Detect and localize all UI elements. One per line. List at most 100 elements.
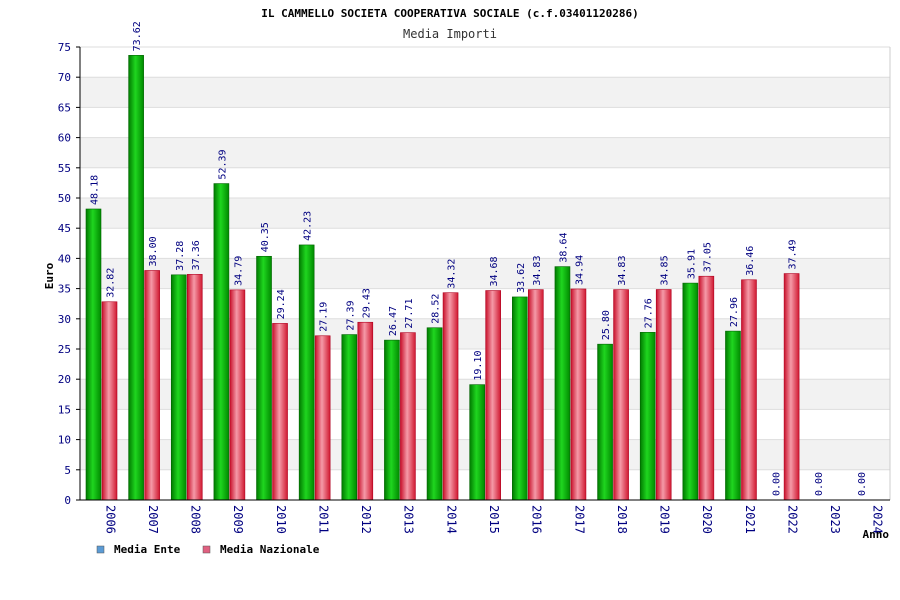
bar-media-ente-2012 — [341, 334, 358, 501]
y-tick-label: 20 — [58, 373, 71, 386]
value-label: 34.94 — [574, 255, 585, 285]
bar-media-ente-2014 — [426, 327, 443, 501]
bar-media-ente-2006 — [85, 208, 102, 501]
value-label: 34.83 — [617, 256, 628, 286]
x-axis-label: Anno — [863, 528, 890, 541]
value-label: 27.76 — [644, 298, 655, 328]
value-label: 73.62 — [132, 21, 143, 51]
bar-media-nazionale-2013 — [400, 332, 416, 501]
legend-swatch-media-nazionale — [202, 545, 211, 554]
value-label: 0.00 — [857, 472, 868, 496]
bar-media-ente-2015 — [469, 384, 485, 501]
value-label: 32.82 — [106, 268, 117, 298]
bar-media-ente-2017 — [554, 266, 571, 501]
value-label: 27.71 — [404, 299, 415, 329]
bar-media-ente-2010 — [256, 255, 272, 501]
legend: Media Ente Media Nazionale — [96, 543, 320, 556]
bar-media-ente-2020 — [682, 282, 699, 501]
bar-media-ente-2007 — [128, 55, 144, 501]
x-tick-label: 2015 — [487, 505, 501, 534]
bar-media-nazionale-2018 — [613, 289, 629, 501]
value-label: 27.39 — [345, 300, 356, 330]
x-tick-label: 2011 — [316, 505, 330, 534]
bar-media-nazionale-2012 — [357, 321, 374, 501]
value-label: 34.79 — [233, 256, 244, 286]
y-tick-label: 50 — [58, 192, 71, 205]
value-label: 52.39 — [217, 149, 228, 179]
value-label: 28.52 — [431, 294, 442, 324]
x-tick-label: 2010 — [274, 505, 288, 534]
y-tick-label: 10 — [58, 434, 71, 447]
bar-media-ente-2013 — [384, 339, 400, 501]
x-tick-label: 2013 — [402, 505, 416, 534]
x-tick-label: 2014 — [444, 505, 458, 534]
bars — [85, 55, 800, 501]
value-label: 26.47 — [388, 306, 399, 336]
value-label: 27.96 — [729, 297, 740, 327]
value-label: 38.64 — [558, 233, 569, 263]
legend-label-media-nazionale: Media Nazionale — [220, 543, 320, 556]
x-tick-label: 2008 — [189, 505, 203, 534]
value-label: 40.35 — [260, 222, 271, 252]
value-label: 19.10 — [473, 351, 484, 381]
legend-label-media-ente: Media Ente — [114, 543, 181, 556]
bar-media-nazionale-2020 — [698, 275, 715, 501]
y-tick-label: 35 — [58, 283, 71, 296]
value-label: 27.19 — [319, 302, 330, 332]
x-tick-label: 2018 — [615, 505, 629, 534]
value-label: 29.43 — [361, 288, 372, 318]
legend-swatch-media-ente — [96, 545, 105, 554]
x-tick-label: 2022 — [785, 505, 799, 534]
y-axis-label: Euro — [43, 262, 56, 289]
value-label: 48.18 — [90, 175, 101, 205]
bar-media-ente-2011 — [298, 244, 315, 501]
y-axis: 0 5 10 15 20 25 30 35 40 45 50 55 60 65 70 75 — [58, 41, 891, 507]
bar-media-ente-2008 — [170, 274, 187, 501]
bar-media-nazionale-2019 — [655, 289, 672, 501]
value-label: 36.46 — [745, 246, 756, 276]
bar-media-ente-2018 — [597, 343, 613, 501]
bar-media-nazionale-2009 — [229, 289, 246, 501]
x-tick-label: 2006 — [103, 505, 117, 534]
bar-media-nazionale-2007 — [144, 270, 160, 501]
y-tick-label: 70 — [58, 71, 71, 84]
bar-media-nazionale-2016 — [528, 289, 544, 501]
y-tick-label: 45 — [58, 222, 71, 235]
value-label: 37.49 — [788, 239, 799, 269]
x-tick-label: 2016 — [530, 505, 544, 534]
bar-media-nazionale-2008 — [186, 274, 203, 501]
value-label: 34.68 — [489, 256, 500, 286]
x-tick-label: 2012 — [359, 505, 373, 534]
value-label: 34.85 — [660, 255, 671, 285]
x-tick-label: 2023 — [828, 505, 842, 534]
y-tick-label: 0 — [64, 494, 71, 507]
y-tick-label: 30 — [58, 313, 71, 326]
x-tick-label: 2017 — [572, 505, 586, 534]
chart-subtitle: Media Importi — [403, 27, 497, 41]
value-label: 37.05 — [702, 242, 713, 272]
x-tick-label: 2024 — [871, 505, 885, 534]
bar-media-ente-2019 — [639, 332, 656, 501]
grid-band — [80, 77, 890, 108]
y-tick-label: 40 — [58, 252, 71, 265]
x-tick-label: 2020 — [700, 505, 714, 534]
value-label: 34.32 — [447, 259, 458, 289]
y-tick-label: 15 — [58, 403, 71, 416]
x-tick-label: 2007 — [146, 505, 160, 534]
x-tick-label: 2009 — [231, 505, 245, 534]
value-labels: 48.18 32.82 73.62 38.00 37.28 37.36 52.39 34.79… — [90, 21, 868, 496]
y-tick-label: 60 — [58, 132, 71, 145]
y-tick-label: 75 — [58, 41, 71, 54]
bar-media-nazionale-2014 — [442, 292, 459, 501]
y-tick-label: 65 — [58, 101, 71, 114]
value-label: 33.62 — [516, 263, 527, 293]
y-tick-label: 55 — [58, 162, 71, 175]
bar-media-nazionale-2017 — [570, 288, 587, 501]
bar-media-nazionale-2022 — [783, 273, 800, 501]
bar-media-ente-2016 — [512, 296, 528, 501]
x-axis: 2006 2007 2008 2009 2010 2011 2012 2013 2014 2015… — [80, 499, 890, 534]
bar-media-nazionale-2006 — [101, 301, 118, 501]
value-label: 34.83 — [532, 256, 543, 286]
grid-band — [80, 137, 890, 168]
